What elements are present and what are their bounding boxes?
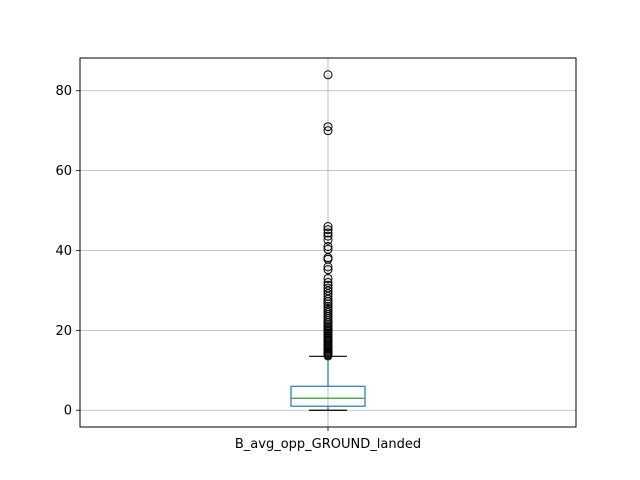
outlier-point bbox=[323, 122, 333, 132]
outlier-point bbox=[323, 277, 333, 287]
iqr-box bbox=[290, 385, 366, 407]
outlier-point bbox=[323, 273, 333, 283]
outlier-point bbox=[323, 225, 333, 235]
y-tick-label: 20 bbox=[55, 324, 72, 339]
outlier-point bbox=[323, 244, 333, 254]
y-axis: 0 20 40 60 80 bbox=[55, 84, 80, 419]
outlier-point bbox=[323, 280, 333, 290]
outlier-point bbox=[323, 265, 333, 275]
outlier-point bbox=[323, 283, 333, 293]
x-tick-label: B_avg_opp_GROUND_landed bbox=[235, 437, 421, 452]
outlier-point bbox=[323, 301, 333, 311]
outlier-point bbox=[323, 126, 333, 136]
outlier-point bbox=[323, 235, 333, 245]
y-tick-label: 60 bbox=[55, 164, 72, 179]
outlier-point bbox=[323, 222, 333, 232]
outlier-point bbox=[323, 231, 333, 241]
outlier-point bbox=[323, 70, 333, 80]
y-tick-label: 40 bbox=[55, 244, 72, 259]
outlier-point bbox=[323, 241, 333, 251]
plot-elements bbox=[290, 70, 366, 411]
x-axis: B_avg_opp_GROUND_landed bbox=[235, 427, 421, 452]
y-tick-label: 0 bbox=[64, 404, 72, 419]
outlier-point bbox=[323, 228, 333, 238]
y-tick-label: 80 bbox=[55, 84, 72, 99]
